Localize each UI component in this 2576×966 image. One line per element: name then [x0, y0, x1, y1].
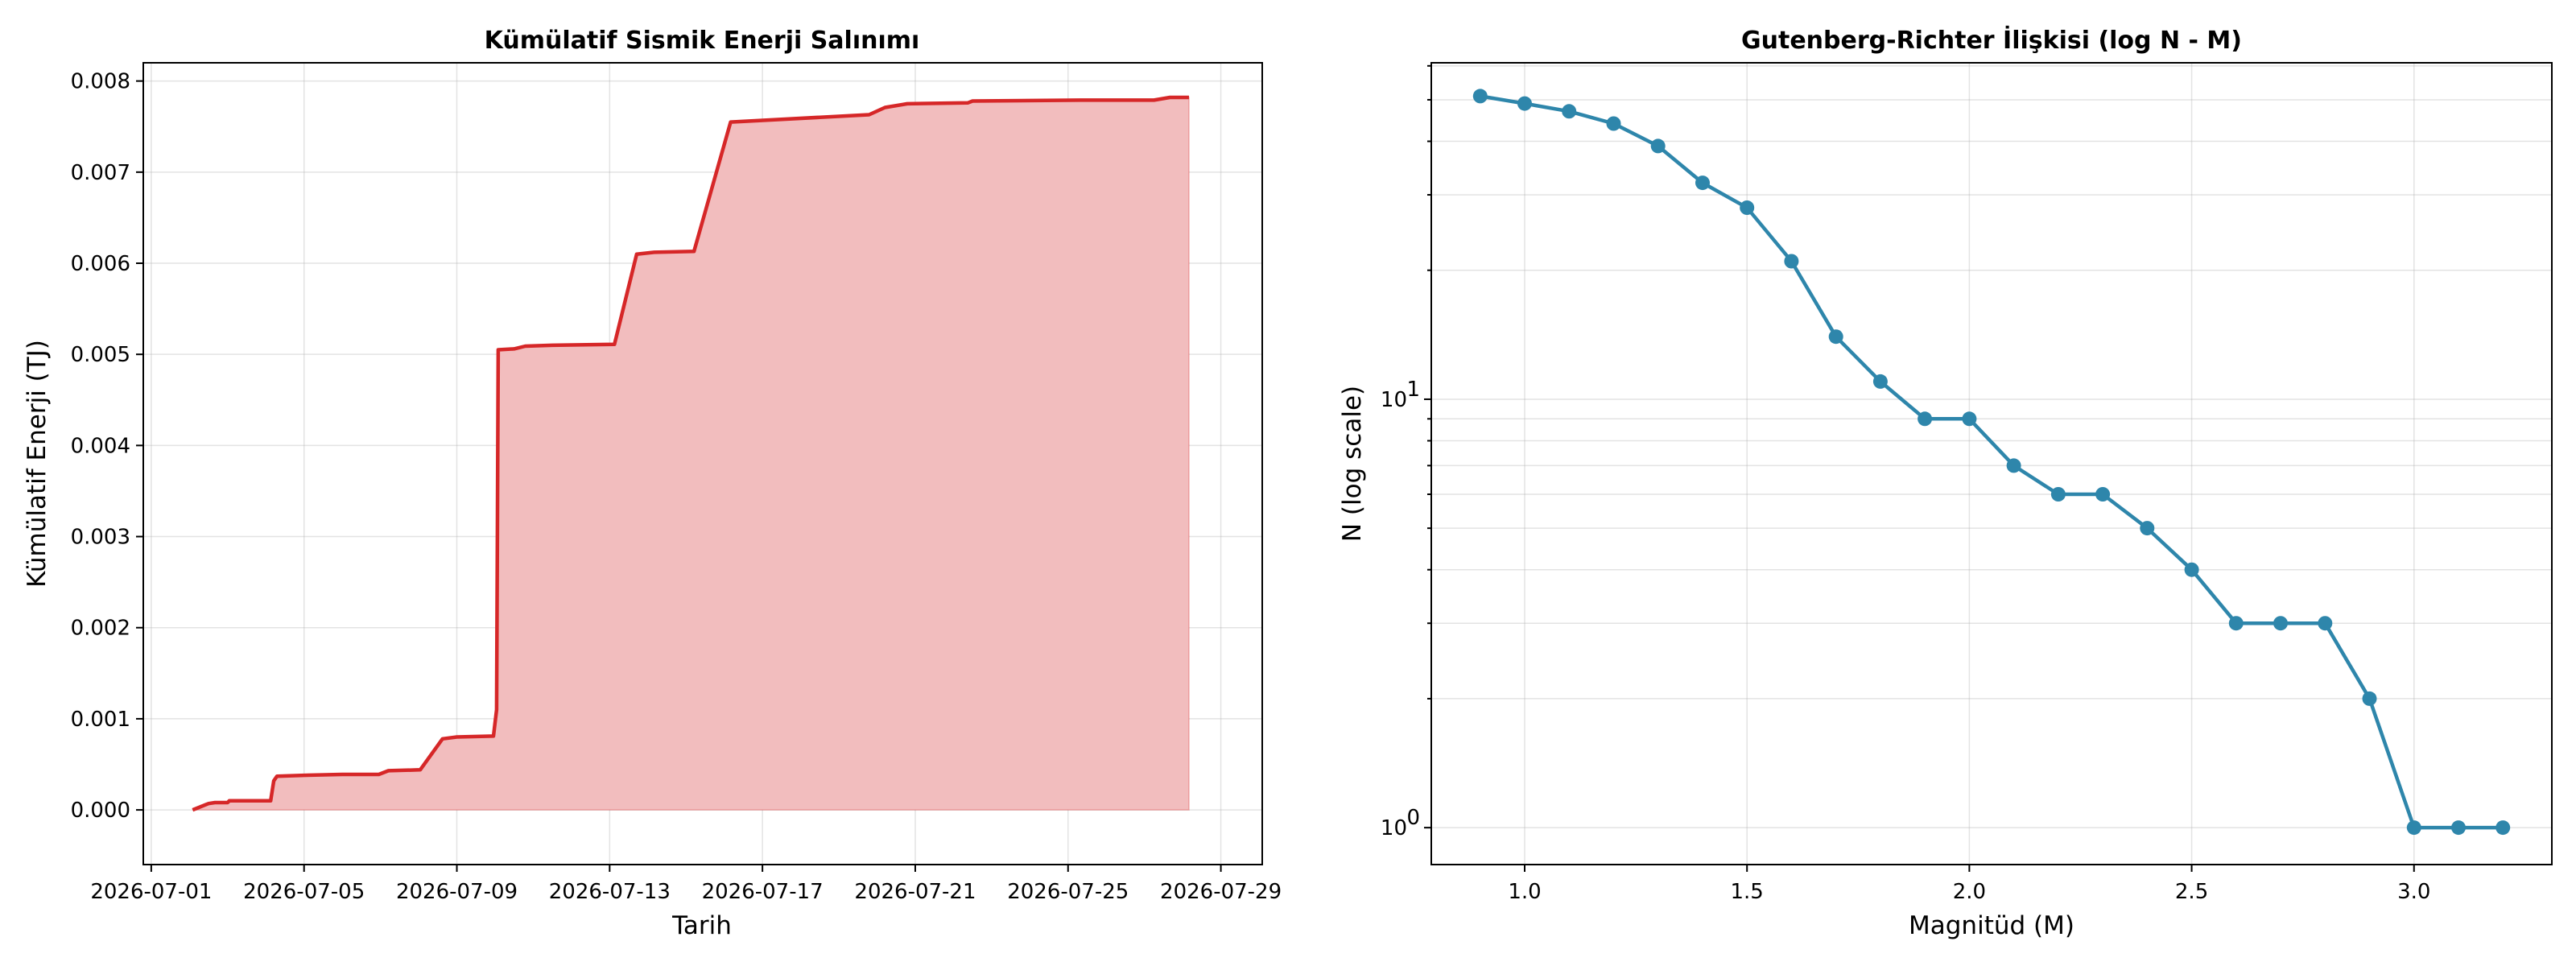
gr-line [1480, 94, 2504, 830]
energy-y-tick-label: 0.004 [71, 434, 130, 458]
gr-data-point [2451, 820, 2466, 836]
gr-x-tick-label: 1.0 [1508, 880, 1541, 904]
gr-data-point [2362, 691, 2377, 706]
energy-x-tick-label: 2026-07-29 [1160, 880, 1282, 904]
energy-y-tick-label: 0.003 [71, 526, 130, 550]
energy-y-tick-label: 0.007 [71, 161, 130, 185]
gr-data-point [1606, 116, 1621, 131]
energy-x-tick-label: 2026-07-17 [702, 880, 824, 904]
gr-y-tick-base: 10 [1381, 816, 1407, 840]
gr-data-point [2006, 458, 2021, 473]
energy-chart: Kümülatif Sismik Enerji Salınımı 2026-07… [23, 27, 1282, 940]
gr-points [1472, 89, 2511, 836]
gr-x-tick-label: 2.0 [1953, 880, 1986, 904]
gr-x-tick-label: 3.0 [2397, 880, 2430, 904]
gr-data-point [2095, 487, 2111, 502]
gr-data-point [2050, 487, 2066, 502]
gr-data-point [1740, 200, 1755, 215]
gr-data-point [1517, 96, 1532, 111]
energy-y-tick-label: 0.006 [71, 252, 130, 276]
energy-x-tick-label: 2026-07-25 [1007, 880, 1129, 904]
gutenberg-richter-title: Gutenberg-Richter İlişkisi (log N - M) [1741, 26, 2242, 55]
gr-y-tick-label: 10 [1381, 388, 1407, 412]
gr-data-point [1784, 254, 1799, 269]
gr-y-axis-label: N (log scale) [1338, 386, 1367, 542]
gr-x-tick-label: 2.5 [2175, 880, 2208, 904]
energy-x-tick-label: 2026-07-05 [243, 880, 365, 904]
energy-y-tick-label: 0.000 [71, 799, 130, 823]
energy-line [192, 95, 1189, 812]
gr-data-point [2228, 616, 2244, 631]
gr-data-point [1650, 138, 1666, 154]
gr-data-point [2496, 820, 2511, 836]
energy-y-tick-label: 0.008 [71, 70, 130, 94]
gr-data-point [1695, 175, 1710, 191]
energy-x-tick-label: 2026-07-13 [549, 880, 671, 904]
gr-data-point [2273, 616, 2288, 631]
gr-data-point [2184, 562, 2199, 577]
gr-data-point [1918, 411, 1933, 427]
energy-chart-title: Kümülatif Sismik Enerji Salınımı [485, 27, 920, 55]
gr-data-point [1828, 329, 1843, 345]
energy-y-axis-label: Kümülatif Enerji (TJ) [23, 340, 52, 588]
gr-grid [1431, 63, 2552, 865]
energy-y-tick-label: 0.001 [71, 708, 130, 732]
gr-x-ticks: 1.0 1.5 2.0 2.5 3.0 [1508, 865, 2430, 904]
gr-y-tick-base: 10 [1381, 388, 1407, 412]
energy-x-ticks: 2026-07-01 2026-07-05 2026-07-09 2026-07-13… [90, 865, 1282, 904]
energy-y-ticks: 0.000 0.001 0.002 0.003 0.004 0.005 0.006 0.007… [71, 70, 143, 823]
gr-x-tick-label: 1.5 [1731, 880, 1764, 904]
energy-y-tick-label: 0.002 [71, 617, 130, 641]
energy-x-tick-label: 2026-07-09 [396, 880, 518, 904]
gr-y-tick-label: 10 [1381, 816, 1407, 840]
gr-y-tick-exponent: 0 [1406, 806, 1420, 830]
gr-data-point [1562, 104, 1577, 119]
gr-y-tick-exponent: 1 [1406, 378, 1420, 402]
gr-data-point [1472, 89, 1488, 104]
gr-x-axis-label: Magnitüd (M) [1909, 911, 2074, 940]
energy-area [192, 97, 1190, 811]
energy-y-tick-label: 0.005 [71, 343, 130, 367]
gutenberg-richter-chart: Gutenberg-Richter İlişkisi (log N - M) 1… [1338, 26, 2553, 940]
energy-x-tick-label: 2026-07-21 [854, 880, 976, 904]
gr-data-point [1872, 374, 1888, 389]
gr-data-point [2406, 820, 2421, 836]
energy-x-tick-label: 2026-07-01 [90, 880, 212, 904]
gr-plot-frame [1430, 62, 2553, 865]
gr-data-point [2318, 616, 2333, 631]
energy-plot-frame [142, 62, 1263, 865]
energy-x-axis-label: Tarih [671, 911, 732, 940]
gr-data-point [1962, 411, 1977, 427]
gr-data-point [2140, 521, 2155, 536]
